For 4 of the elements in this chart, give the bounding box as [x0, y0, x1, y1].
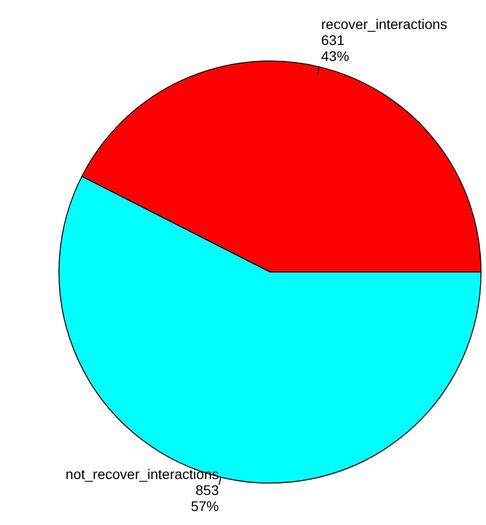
- data-label: 853 57%: [190, 482, 220, 514]
- data-label: 631 43%: [321, 32, 350, 64]
- slice-label: recover_interactions: [321, 16, 448, 32]
- slice-label: not_recover_interactions: [66, 466, 219, 482]
